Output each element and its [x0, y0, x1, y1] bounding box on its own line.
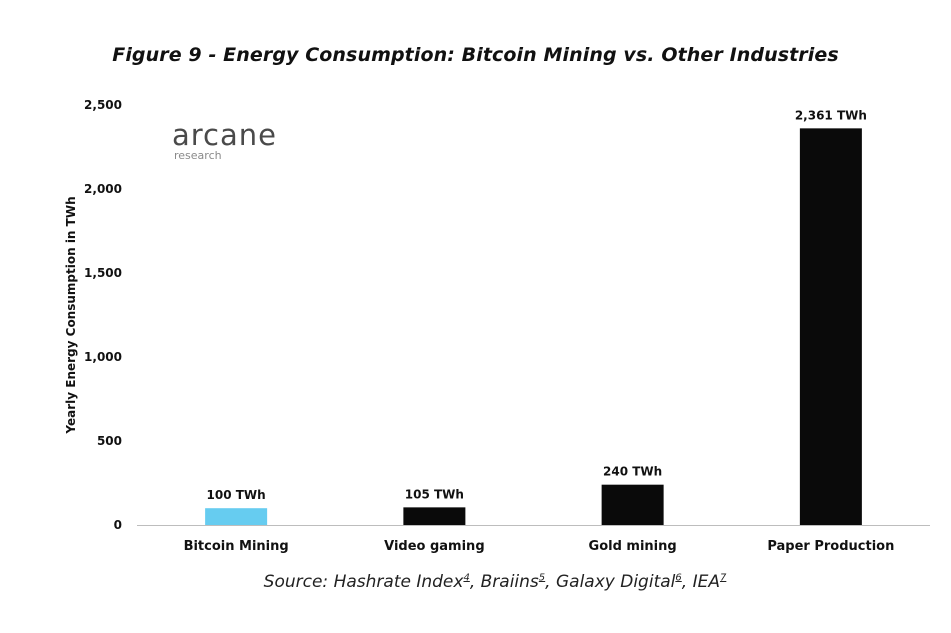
x-tick-label: Paper Production: [767, 539, 894, 554]
bar: [799, 128, 862, 526]
source-prefix: Source:: [263, 572, 334, 592]
logo-wordmark: arcane: [172, 118, 277, 152]
y-tick-label: 1,000: [84, 350, 122, 364]
logo-subtitle: research: [174, 149, 222, 162]
source-item: IEA: [692, 572, 720, 592]
y-tick-label: 1,500: [84, 266, 122, 280]
bar: [205, 508, 268, 525]
chart-title: Figure 9 - Energy Consumption: Bitcoin M…: [112, 44, 839, 66]
x-tick-label: Gold mining: [589, 539, 677, 554]
source-separator: ,: [469, 572, 481, 592]
source-ref-link[interactable]: 5: [538, 572, 546, 584]
y-tick-label: 0: [114, 518, 122, 532]
source-item: Galaxy Digital: [555, 572, 676, 592]
source-item: Braiins: [480, 572, 539, 592]
source-ref-link[interactable]: 4: [463, 572, 470, 584]
y-axis-label: Yearly Energy Consumption in TWh: [64, 196, 78, 434]
y-tick-label: 2,000: [84, 182, 122, 196]
bar-value-label: 105 TWh: [405, 487, 464, 501]
bar: [403, 507, 466, 525]
source-ref-link[interactable]: 7: [719, 572, 727, 584]
bar-value-label: 2,361 TWh: [795, 108, 867, 122]
y-tick-label: 500: [97, 434, 122, 448]
x-tick-label: Bitcoin Mining: [184, 539, 289, 554]
bar-value-label: 100 TWh: [207, 488, 266, 502]
source-separator: ,: [681, 572, 693, 592]
arcane-research-logo: arcane research: [172, 120, 277, 162]
bar: [601, 484, 664, 525]
source-note: Source: Hashrate Index4, Braiins5, Galax…: [0, 572, 951, 592]
source-separator: ,: [545, 572, 556, 592]
bar-value-label: 240 TWh: [603, 465, 662, 479]
source-item: Hashrate Index: [333, 572, 464, 592]
x-tick-label: Video gaming: [384, 539, 485, 554]
source-ref-link[interactable]: 6: [675, 572, 682, 584]
y-tick-label: 2,500: [84, 98, 122, 112]
